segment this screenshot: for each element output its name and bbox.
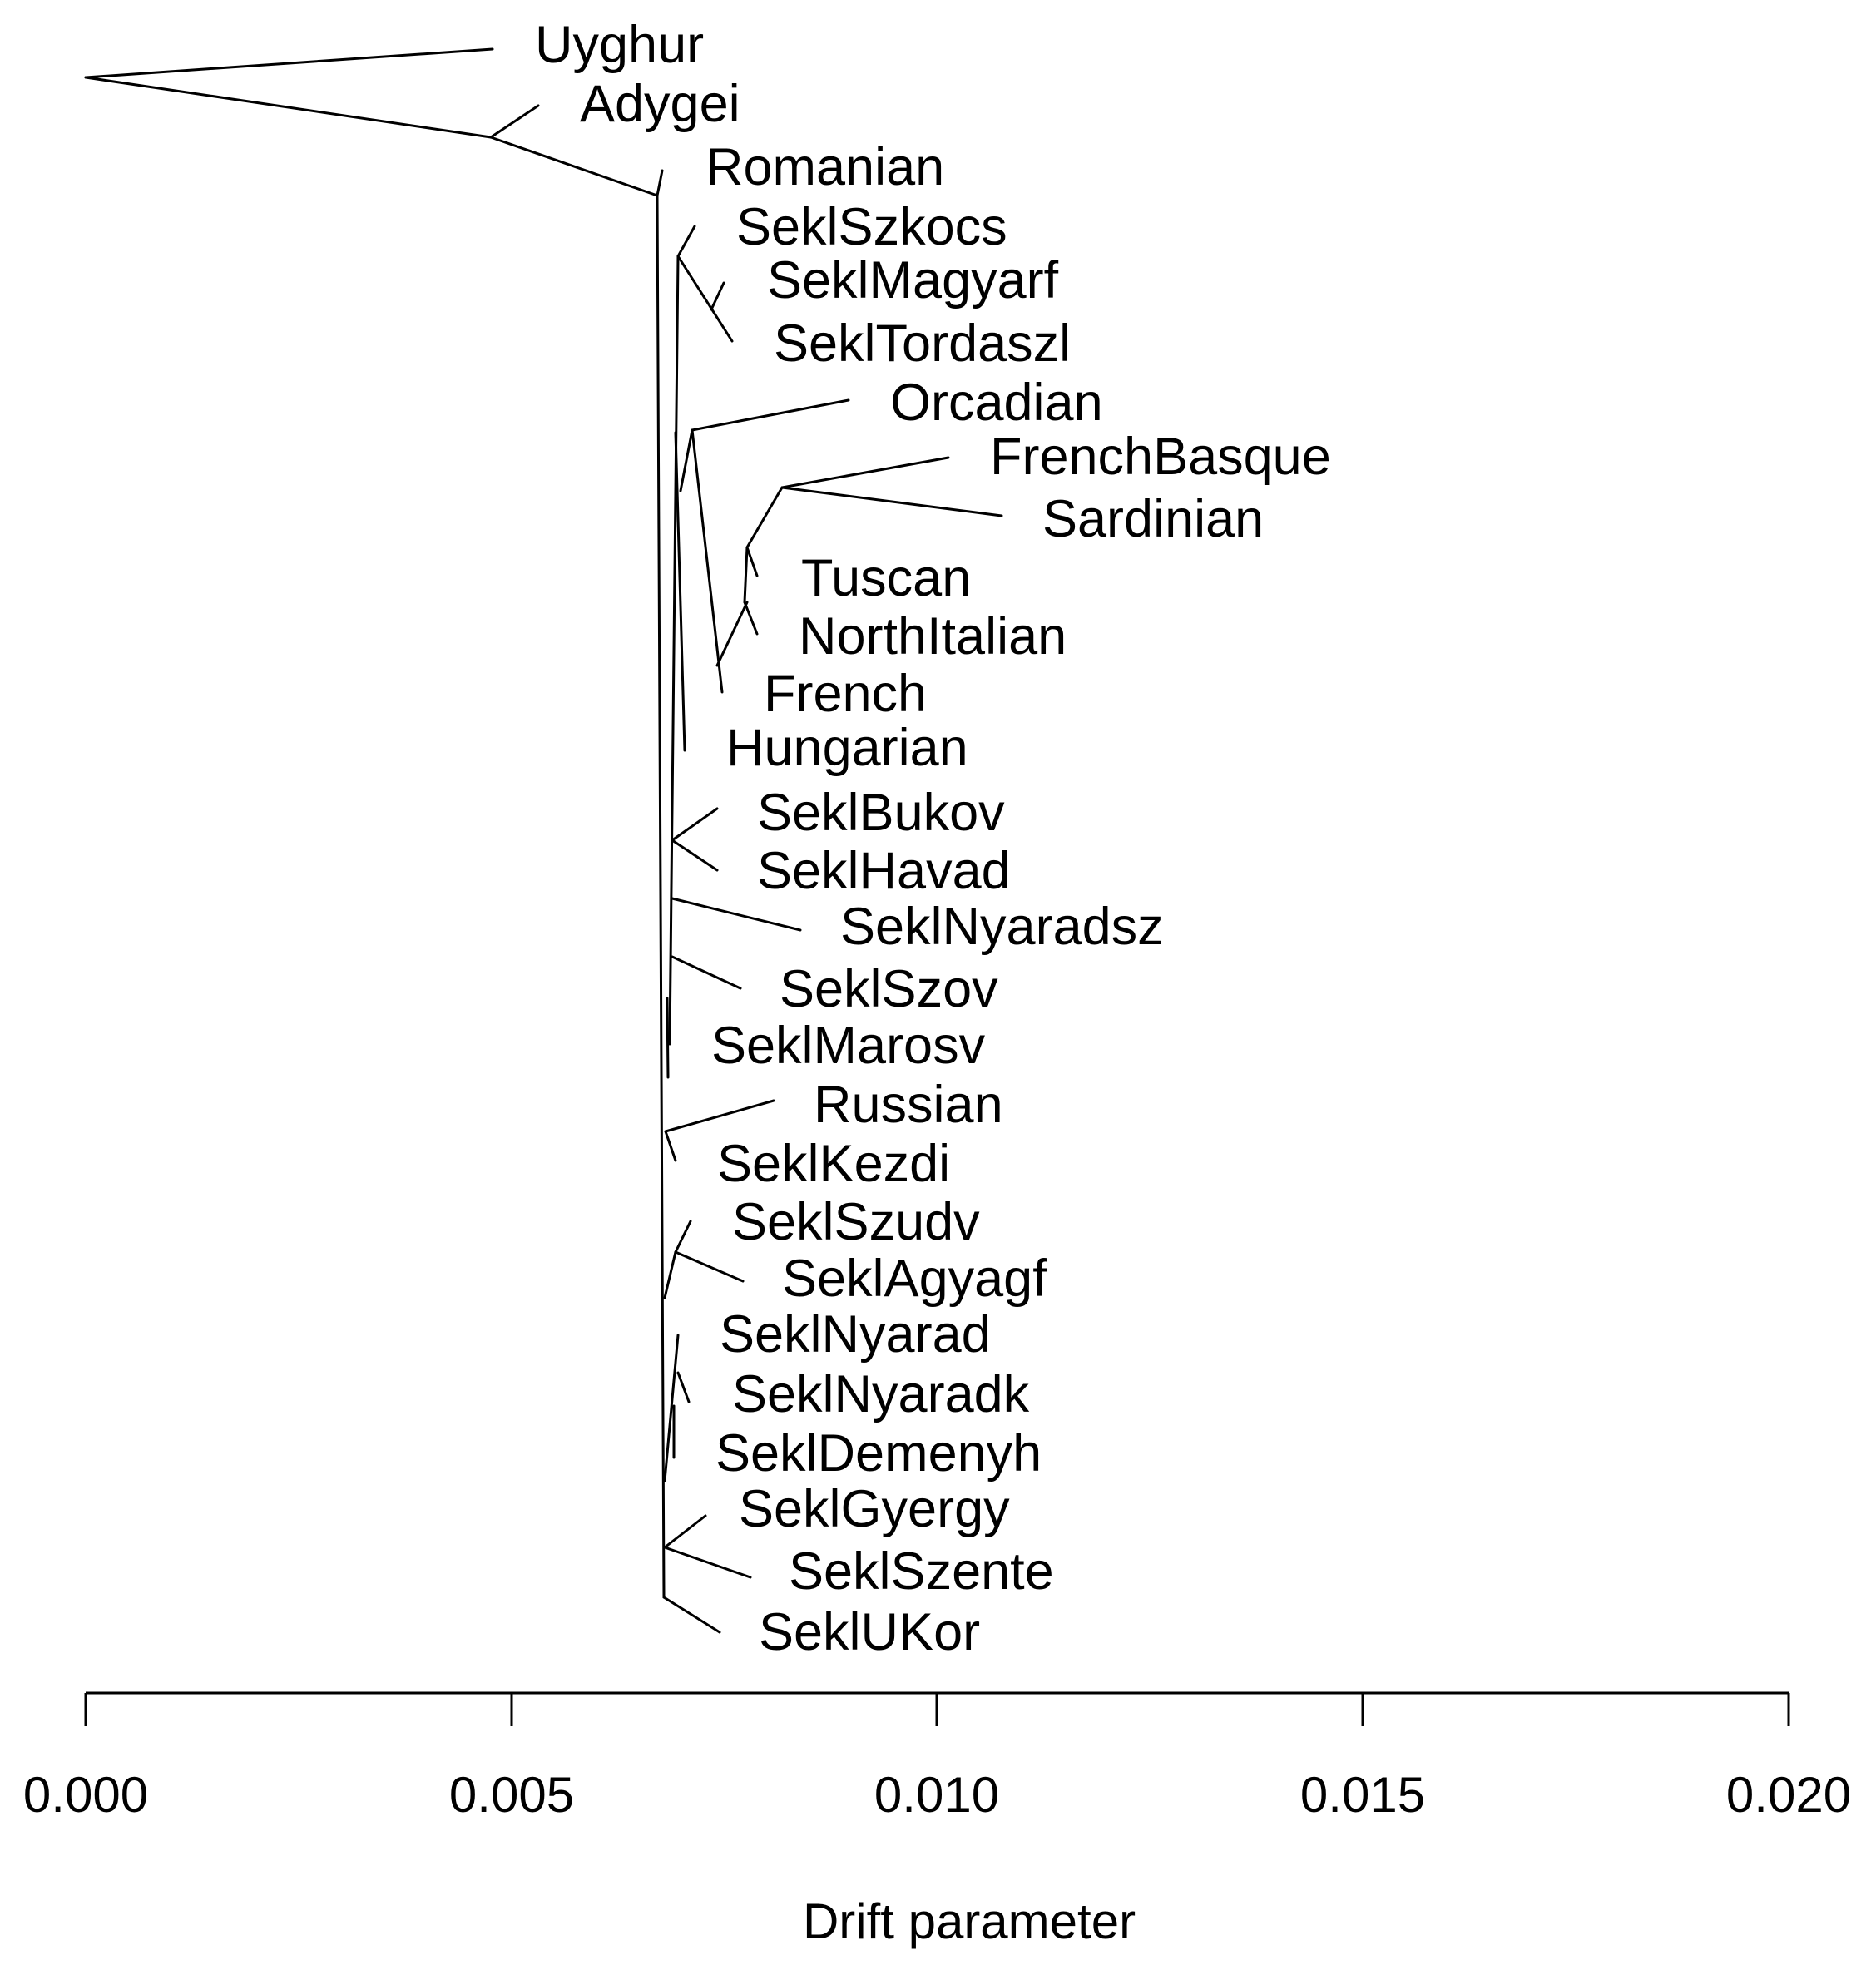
edge-orcadian xyxy=(691,398,850,432)
leaf-labels: Uyghur Adygei Romanian SeklSzkocs SeklMa… xyxy=(535,16,1331,1661)
leaf-label-seklszkocs: SeklSzkocs xyxy=(736,198,1007,256)
leaf-label-frenchbasque: FrenchBasque xyxy=(990,428,1331,486)
leaf-label-seklszente: SeklSzente xyxy=(789,1542,1054,1601)
edge-seklszudv xyxy=(674,1220,692,1254)
edge-orcadian-node-to-french xyxy=(691,428,724,694)
leaf-label-sekltordaszl: SeklTordaszl xyxy=(774,314,1071,373)
x-axis-tick-label-1: 0.005 xyxy=(449,1767,574,1823)
leaf-label-russian: Russian xyxy=(814,1076,1003,1134)
leaf-label-seklgyergy: SeklGyergy xyxy=(739,1480,1010,1538)
edge-adygei xyxy=(489,104,540,139)
x-axis-tick-label-2: 0.010 xyxy=(874,1767,999,1823)
leaf-label-seklnyaradk: SeklNyaradk xyxy=(732,1365,1030,1423)
leaf-label-seklmagyarf: SeklMagyarf xyxy=(767,251,1059,309)
x-axis-title: Drift parameter xyxy=(803,1893,1136,1949)
edge-seklagyagf xyxy=(674,1250,745,1283)
edge-tuscan xyxy=(745,546,759,577)
edge-seklkezdi xyxy=(664,1130,677,1162)
edge-seklbukov xyxy=(671,807,719,842)
leaf-label-romanian: Romanian xyxy=(705,138,944,196)
edge-nyarad-clade-stem xyxy=(663,1334,680,1482)
x-axis-tick-label-0: 0.000 xyxy=(23,1767,148,1823)
x-axis: 0.000 0.005 0.010 0.015 0.020 Drift para… xyxy=(23,1691,1851,1949)
leaf-label-seklbukov: SeklBukov xyxy=(757,784,1005,842)
edge-sardinian xyxy=(780,486,1003,517)
leaf-label-uyghur: Uyghur xyxy=(535,16,704,74)
leaf-label-seklnyarad: SeklNyarad xyxy=(720,1305,991,1364)
edge-seklgyergy xyxy=(663,1514,707,1549)
tree-edges xyxy=(84,47,1003,1634)
edge-seklmagyarf xyxy=(710,281,725,311)
leaf-label-hungarian: Hungarian xyxy=(726,719,968,777)
leaf-label-tuscan: Tuscan xyxy=(801,549,971,607)
edge-seklnyaradk xyxy=(676,1371,691,1403)
edge-seklszkocs xyxy=(676,225,696,258)
leaf-label-adygei: Adygei xyxy=(580,75,740,133)
leaf-label-seklmarosv: SeklMarosv xyxy=(711,1017,986,1075)
edge-root-adygei-node xyxy=(84,76,493,139)
edge-orcadian-node-stem xyxy=(679,428,694,492)
edge-seklszov xyxy=(671,955,742,990)
edge-russian xyxy=(664,1099,775,1133)
edge-seklnyaradsz xyxy=(671,897,802,932)
leaf-label-seklszov: SeklSzov xyxy=(780,960,998,1018)
edge-italian-stem xyxy=(715,601,749,667)
leaf-label-seklkezdi: SeklKezdi xyxy=(717,1135,950,1193)
leaf-label-seklhavad: SeklHavad xyxy=(757,842,1011,900)
leaf-label-northitalian: NorthItalian xyxy=(799,607,1067,666)
edge-frenchbasque xyxy=(780,456,950,489)
x-axis-tick-label-4: 0.020 xyxy=(1726,1767,1851,1823)
edge-tuscan-north-pair xyxy=(743,546,749,604)
leaf-label-seklszudv: SeklSzudv xyxy=(732,1193,980,1251)
leaf-label-orcadian: Orcadian xyxy=(890,374,1103,432)
edge-seklmarosv xyxy=(666,997,670,1079)
edge-seklukor xyxy=(662,1596,721,1634)
leaf-label-french: French xyxy=(764,665,927,723)
edge-szudv-agyagf-stem xyxy=(663,1250,677,1299)
edge-main-trunk xyxy=(656,194,666,1599)
leaf-label-seklukor: SeklUKor xyxy=(759,1603,980,1661)
edge-northitalian xyxy=(743,601,759,636)
leaf-label-seklnyaradsz: SeklNyaradsz xyxy=(840,898,1164,956)
x-axis-tick-label-3: 0.015 xyxy=(1300,1767,1425,1823)
edge-szkocs-node-to-tordaszl xyxy=(676,255,734,343)
edge-upper-subtrunk xyxy=(668,255,680,1046)
edge-uyghur xyxy=(84,47,494,79)
edge-hungarian xyxy=(674,431,686,752)
edge-basque-sardinian-stem xyxy=(745,486,784,549)
edge-seklszente xyxy=(663,1546,752,1579)
leaf-label-sekldemenyh: SeklDemenyh xyxy=(715,1424,1042,1482)
edge-seklhavad xyxy=(671,839,719,872)
edge-adygei-node-to-main xyxy=(489,136,659,197)
edge-romanian xyxy=(656,169,664,197)
leaf-label-sardinian: Sardinian xyxy=(1042,490,1264,548)
leaf-label-seklagyagf: SeklAgyagf xyxy=(782,1250,1047,1308)
